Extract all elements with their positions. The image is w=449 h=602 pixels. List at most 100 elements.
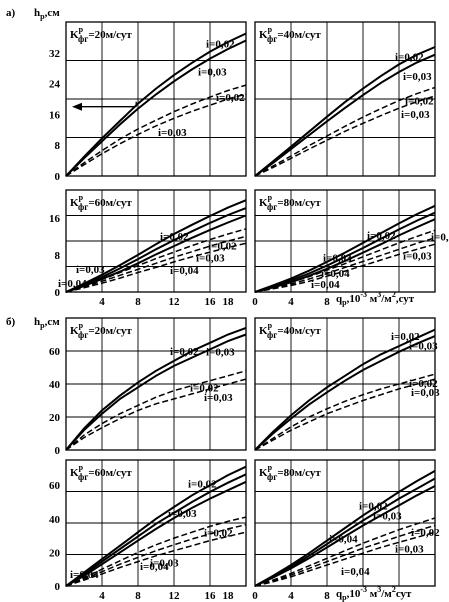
series-line [254,470,436,587]
series-label: i=0,02 [409,378,438,390]
series-label: i=0,03 [401,109,430,121]
x-tick-label: 4 [99,590,105,602]
x-axis-label-b: qр,10-3 м3/м2сут [336,585,412,602]
series-label: i=0,03 [150,558,179,570]
y-tick-label: 0 [55,287,61,299]
series-label: i=0,02 [391,331,420,343]
panel-title: Kp фг=80м/сут [259,463,321,482]
x-tick-label: 4 [288,590,294,602]
panel-title: Kp фг=40м/сут [259,321,321,340]
series-line [65,473,247,587]
series-line [254,229,436,293]
series-label: i=0,02 [190,383,219,395]
series-label: i=0,03 [403,71,432,83]
series-label: i=0,03 [158,127,187,139]
panel-title: Kp фг=80м/сут [259,193,321,212]
series-line [65,523,247,587]
series-line [65,84,247,177]
y-tick-label: 0 [55,581,61,593]
x-tick-label: 8 [324,296,330,308]
series-line [65,516,247,587]
series-label: i=0,02 [208,241,237,253]
chart-panel-a-bottom-right: 048Kpфг=80м/сутi=0,02i=0,03i=0,04i=0,02i… [252,189,449,308]
x-axis-label-a: qр,10-3 м3/м2,сут [336,290,415,307]
y-tick-label: 40 [49,379,61,391]
y-axis-label-b: hр,см [34,316,60,330]
series-line [254,328,436,451]
series-label: i=0,03 [373,511,402,523]
y-tick-label: 40 [49,514,61,526]
series-label: i=0,03 [403,250,432,262]
series-line [65,93,247,177]
chart-panel-b-bottom-left: 0 20 40 60 4 8 12 16 18 Kp фг=60м/сут i=0,02 i=0,03i… [49,459,247,602]
series-line [254,86,436,177]
series-label: i=0,02 [367,230,396,242]
series-label: i=0,03 [198,66,227,78]
series-label: i=0,02 [160,231,189,243]
series-line [65,32,247,177]
series-label: i=0,02 [188,478,217,490]
y-tick-label: 60 [49,480,61,492]
series-line [65,326,247,451]
x-tick-label: 8 [135,296,141,308]
x-tick-label: 4 [99,296,105,308]
series-label: i=0,04 [58,278,87,290]
x-tick-label: 18 [223,296,235,308]
series-line [254,378,436,451]
series-line [65,531,247,587]
series-label: i=0,03 [409,341,438,353]
series-label: i=0,02 [206,39,235,51]
y-tick-label: 0 [55,171,61,183]
x-tick-label: 4 [288,296,294,308]
series-line [65,39,247,177]
series-line [65,235,247,293]
series-label: i=0,03 [196,253,225,265]
panel-title: Kp фг=60м/сут [70,463,132,482]
y-axis-label-a: hр,см [34,7,60,21]
x-tick-label: 0 [252,590,258,602]
series-line [254,211,436,293]
series-line [65,333,247,451]
series-line [65,242,247,293]
y-tick-label: 8 [55,250,61,262]
series-label: i=0,04 [170,265,199,277]
panel-title: Kp фг=20м/сут [70,321,132,340]
panel-title: Kp фг=40м/сут [259,25,321,44]
section-b-label: б) [6,316,16,328]
series-label: i=0,03 [76,264,105,276]
panel-title: Kp фг=60м/сут [70,193,132,212]
series-label: i=0,03 [204,392,233,404]
series-line [254,46,436,177]
series-label: i=0,04 [341,566,370,578]
series-line [254,204,436,293]
y-tick-label: 24 [49,79,61,91]
series-label: i=0,03 [411,387,440,399]
series-line [254,477,436,587]
y-tick-label: 32 [49,48,61,60]
reading-arrow-head [72,102,82,111]
series-line [254,485,436,587]
x-tick-label: 18 [223,590,235,602]
series-line [65,378,247,451]
series-line [254,243,436,293]
series-label: i=0,02 [431,231,449,243]
series-label: i=0,04 [311,279,340,291]
series-line [65,207,247,293]
x-tick-label: 8 [324,590,330,602]
series-label: i=0,02 [170,346,199,358]
series-line [254,524,436,587]
x-tick-label: 16 [205,296,217,308]
series-line [254,95,436,177]
series-line [254,517,436,587]
y-tick-label: 16 [49,213,61,225]
series-line [254,237,436,293]
x-tick-label: 0 [252,296,258,308]
y-tick-label: 16 [49,109,61,121]
